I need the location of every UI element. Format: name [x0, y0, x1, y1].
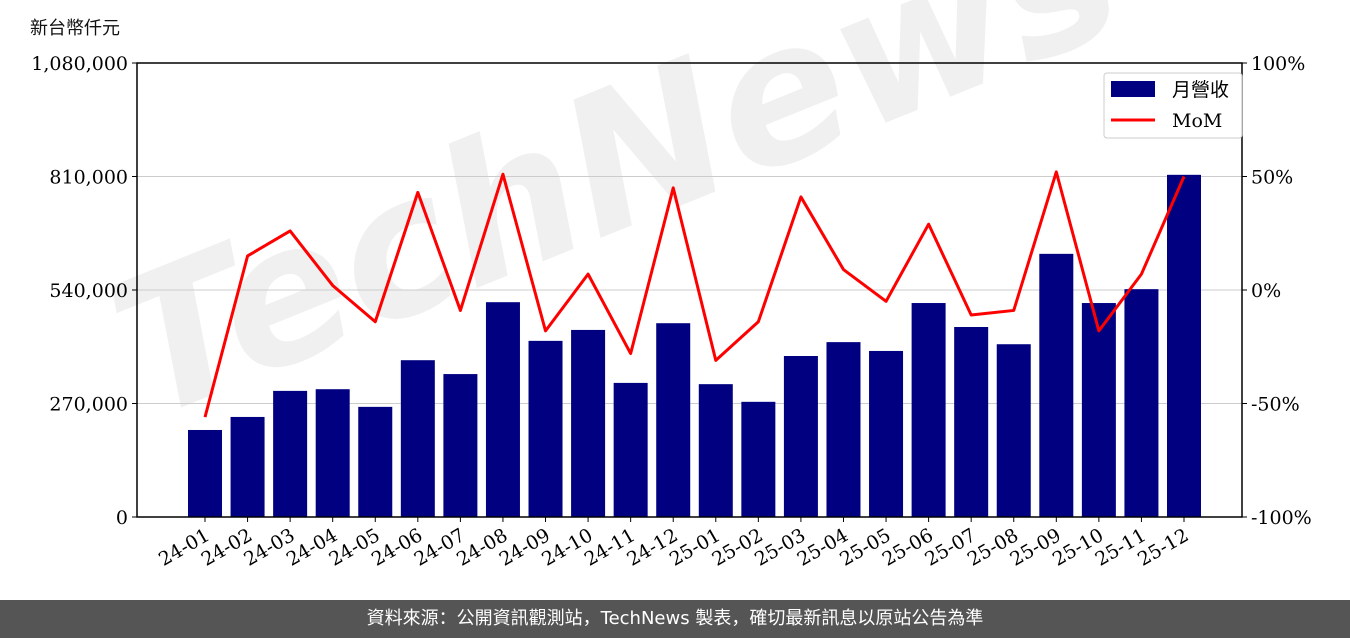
bar-25-02	[741, 401, 776, 517]
bar-24-02	[230, 416, 265, 517]
legend-label-mom: MoM	[1172, 110, 1222, 132]
bar-25-09	[1039, 253, 1074, 517]
bar-25-01	[698, 384, 733, 517]
revenue-chart: TechNews0270,000540,000810,0001,080,000-…	[31, 0, 1312, 571]
bar-25-10	[1081, 303, 1116, 517]
y-tick-label: 270,000	[49, 394, 128, 416]
bar-24-12	[656, 323, 691, 517]
y-tick-label: 1,080,000	[31, 53, 128, 75]
bar-25-05	[869, 350, 904, 517]
bar-25-07	[954, 326, 989, 517]
bar-25-12	[1167, 174, 1201, 517]
bar-24-10	[571, 329, 606, 517]
legend: 月營收 MoM	[1103, 72, 1243, 139]
y-axis-unit-label: 新台幣仟元	[30, 18, 120, 39]
y2-tick-label: -50%	[1251, 394, 1300, 416]
bar-24-01	[188, 429, 222, 517]
legend-swatch-bar	[1111, 81, 1155, 97]
bar-24-03	[273, 390, 308, 517]
bar-24-09	[528, 340, 563, 517]
y2-tick-label: 100%	[1251, 53, 1305, 75]
plot-frame	[136, 62, 1243, 518]
source-footer: 資料來源：公開資訊觀測站，TechNews 製表，確切最新訊息以原站公告為準	[0, 600, 1350, 638]
bar-24-04	[315, 389, 350, 517]
y2-tick-label: 50%	[1251, 167, 1293, 189]
mom-line	[203, 170, 1186, 418]
y2-tick-label: 0%	[1251, 280, 1281, 302]
bar-24-05	[358, 406, 393, 517]
bar-25-04	[826, 342, 861, 517]
bar-24-06	[400, 360, 435, 517]
bar-25-08	[996, 344, 1031, 517]
y-tick-label: 810,000	[49, 167, 128, 189]
bar-24-11	[613, 382, 648, 517]
y-tick-label: 540,000	[49, 280, 128, 302]
bar-24-08	[485, 302, 520, 517]
bar-24-07	[443, 374, 478, 517]
legend-label-revenue: 月營收	[1172, 79, 1229, 101]
y-tick-label: 0	[116, 507, 128, 529]
bar-25-11	[1124, 289, 1159, 517]
bar-25-06	[911, 303, 946, 517]
y2-tick-label: -100%	[1251, 507, 1312, 529]
bar-25-03	[783, 355, 818, 517]
